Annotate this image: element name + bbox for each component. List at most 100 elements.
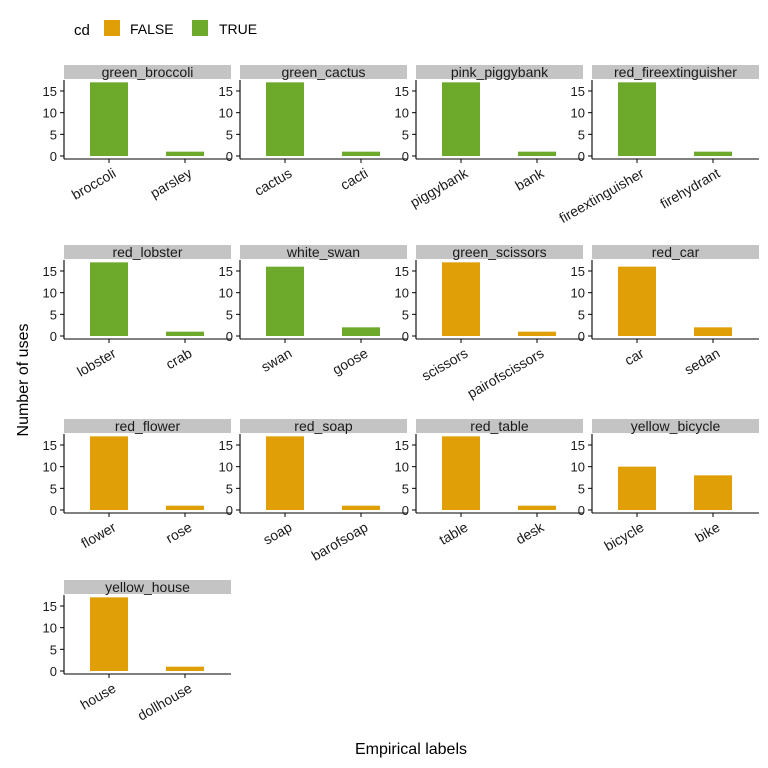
y-tick-label: 15 <box>219 264 233 279</box>
y-tick-label: 5 <box>50 481 57 496</box>
facet-panel: pink_piggybank 0 5 10 15 piggybank bank <box>395 64 583 211</box>
facet-title: white_swan <box>286 244 360 260</box>
legend: cd FALSE TRUE <box>74 20 257 39</box>
facet-strip <box>240 65 407 79</box>
bar <box>90 82 128 156</box>
x-tick-label: barofsoap <box>309 519 371 564</box>
facet-title: red_flower <box>115 418 181 434</box>
x-tick-label: swan <box>258 345 294 375</box>
bar <box>694 151 732 156</box>
y-tick-label: 5 <box>578 481 585 496</box>
bar <box>166 505 204 510</box>
y-tick-label: 15 <box>395 438 409 453</box>
bar <box>442 82 480 156</box>
bar <box>694 327 732 336</box>
bar <box>442 436 480 510</box>
y-tick-label: 10 <box>395 106 409 121</box>
facet-panel: yellow_bicycle 0 5 10 15 bicycle bike <box>571 418 759 554</box>
facet-strip <box>64 65 231 79</box>
y-tick-label: 0 <box>50 664 57 679</box>
facet-strip <box>416 419 583 433</box>
bar <box>166 331 204 336</box>
y-tick-label: 0 <box>50 503 57 518</box>
y-tick-label: 5 <box>402 307 409 322</box>
legend-title: cd <box>74 22 90 39</box>
y-tick-label: 0 <box>226 149 233 164</box>
y-tick-label: 5 <box>578 127 585 142</box>
x-axis-label: Empirical labels <box>355 741 467 758</box>
y-tick-label: 15 <box>43 264 57 279</box>
facet-strip <box>240 245 407 259</box>
y-tick-label: 15 <box>571 84 585 99</box>
facet-title: red_fireextinguisher <box>614 64 737 80</box>
y-tick-label: 0 <box>226 503 233 518</box>
y-tick-label: 0 <box>50 149 57 164</box>
facet-panel: green_broccoli 0 5 10 15 broccoli parsley <box>43 64 231 203</box>
y-tick-label: 10 <box>43 621 57 636</box>
legend-label-true: TRUE <box>219 21 257 37</box>
bar <box>518 505 556 510</box>
y-tick-label: 10 <box>395 460 409 475</box>
x-tick-label: table <box>436 519 470 548</box>
facet-panel: red_table 0 5 10 15 table desk <box>395 418 583 548</box>
y-tick-label: 10 <box>395 286 409 301</box>
facet-strip <box>64 580 231 594</box>
y-tick-label: 0 <box>226 329 233 344</box>
bar <box>266 82 304 156</box>
facet-panel: green_scissors 0 5 10 15 scissorspairofscisso… <box>395 244 583 401</box>
x-tick-label: crab <box>163 345 195 373</box>
x-tick-label: bicycle <box>601 519 646 554</box>
y-tick-label: 5 <box>50 642 57 657</box>
y-tick-label: 15 <box>43 84 57 99</box>
x-tick-label: cacti <box>338 165 371 193</box>
bar <box>166 666 204 671</box>
y-tick-label: 0 <box>578 149 585 164</box>
x-tick-label: bank <box>512 164 547 194</box>
facet-panel: red_lobster 0 5 10 15 lobster crab <box>43 244 231 380</box>
y-tick-label: 0 <box>578 503 585 518</box>
bar <box>694 475 732 510</box>
facet-title: green_scissors <box>452 244 546 260</box>
y-tick-label: 5 <box>226 127 233 142</box>
x-tick-label: piggybank <box>407 164 471 210</box>
y-tick-label: 0 <box>402 503 409 518</box>
facet-strip <box>416 65 583 79</box>
y-tick-label: 0 <box>578 329 585 344</box>
x-tick-label: scissors <box>419 345 471 384</box>
x-tick-label: house <box>77 680 118 713</box>
bar <box>90 436 128 510</box>
y-tick-label: 10 <box>43 460 57 475</box>
facet-panel: white_swan 0 5 10 15 swan goose <box>219 244 407 378</box>
bar <box>266 266 304 336</box>
facet-panel: red_fireextinguisher 0 5 10 15 fireextinguish… <box>556 64 759 226</box>
y-tick-label: 0 <box>402 149 409 164</box>
bar <box>342 505 380 510</box>
bar <box>442 262 480 336</box>
x-tick-label: soap <box>260 519 294 548</box>
y-tick-label: 15 <box>219 438 233 453</box>
facet-strip <box>416 245 583 259</box>
x-tick-label: bike <box>692 519 722 546</box>
y-tick-label: 5 <box>50 127 57 142</box>
x-tick-label: rose <box>163 519 195 547</box>
bar <box>618 266 656 336</box>
y-tick-label: 0 <box>50 329 57 344</box>
bar <box>90 262 128 336</box>
facet-title: pink_piggybank <box>451 64 549 80</box>
legend-label-false: FALSE <box>130 21 174 37</box>
facet-title: red_soap <box>294 418 353 434</box>
y-tick-label: 0 <box>402 329 409 344</box>
facet-title: red_table <box>470 418 529 434</box>
y-tick-label: 10 <box>571 106 585 121</box>
bar <box>342 327 380 336</box>
facet-title: green_cactus <box>281 64 365 80</box>
bar <box>266 436 304 510</box>
bar <box>342 151 380 156</box>
facet-panel: red_soap 0 5 10 15 soap barofsoap <box>219 418 407 564</box>
facet-strip <box>592 419 759 433</box>
x-tick-label: lobster <box>74 345 119 380</box>
facet-strip <box>64 245 231 259</box>
bar <box>618 82 656 156</box>
legend-swatch-false <box>104 20 120 36</box>
